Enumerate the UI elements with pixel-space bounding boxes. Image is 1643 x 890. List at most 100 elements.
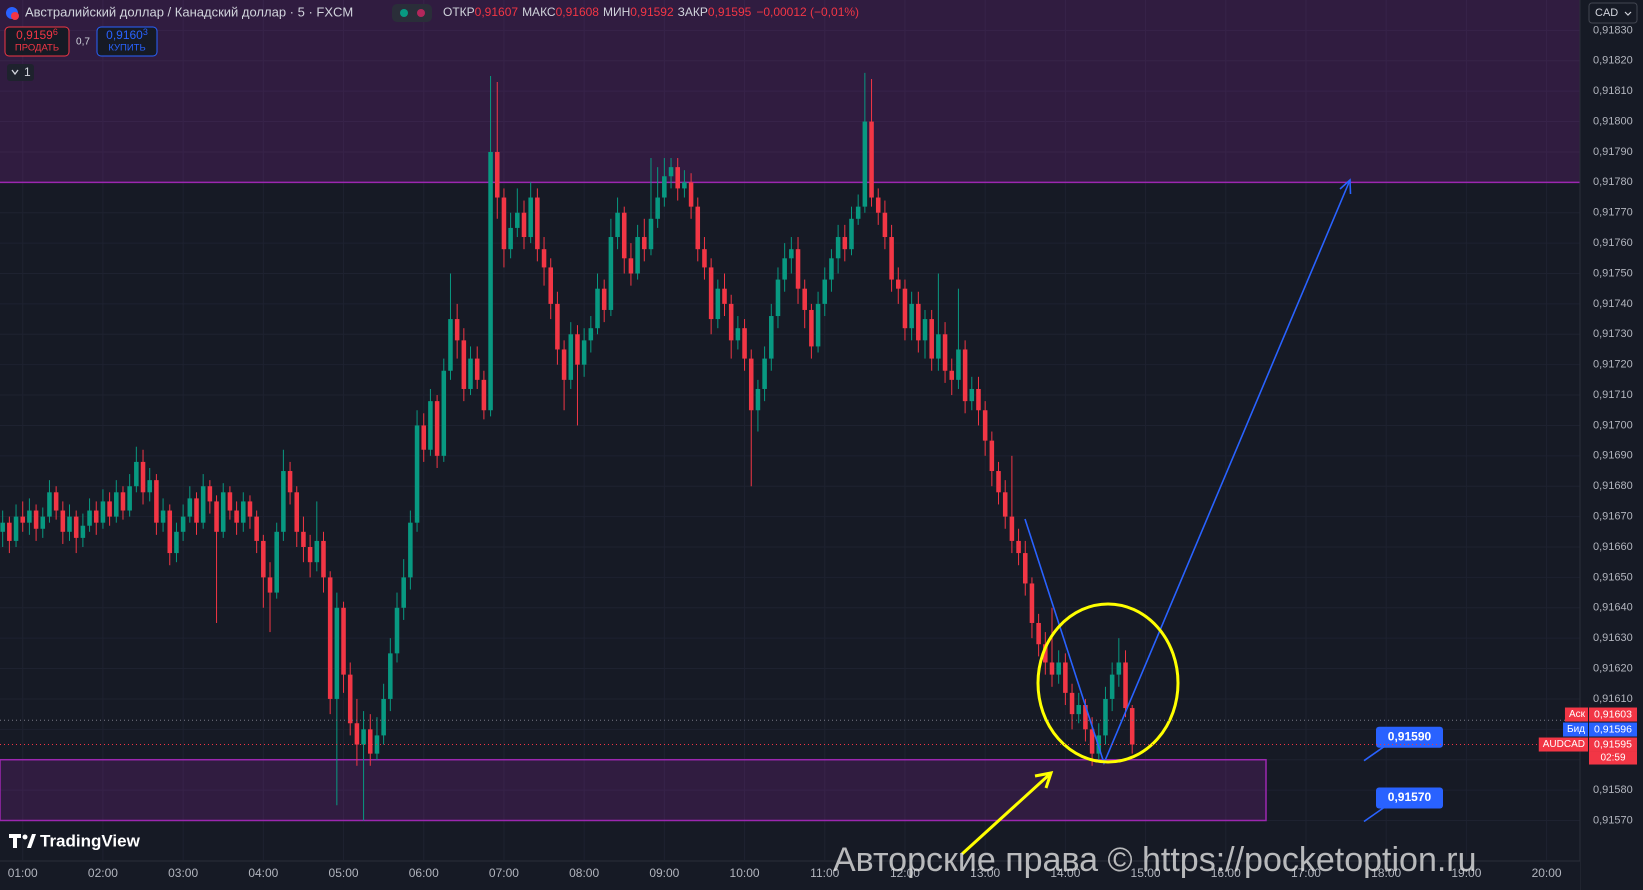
layers-chevron [11,69,19,76]
candle-body [494,151,500,198]
logo: TradingView [9,831,141,850]
candle-body [448,319,453,371]
candle-body [568,334,574,380]
candle-body [274,531,279,593]
candle-body [428,401,433,450]
candle-body [902,288,908,329]
currency-chevron [1624,11,1632,16]
candle-body [1076,705,1082,715]
x-tick-label: 07:00 [489,866,519,880]
candle-body [434,401,440,456]
buy-price-sup: 3 [143,27,148,37]
price-tag-name: Аск [1569,709,1586,720]
candle-body [782,258,787,280]
candle-body [662,176,667,198]
level-label: 0,91590 [1388,729,1432,743]
candle-body [1009,516,1015,541]
candle-body [1043,644,1048,663]
candle-body [742,328,747,359]
candle-body [47,492,52,517]
candle-body [829,258,834,280]
y-tick-label: 0,91740 [1593,298,1633,310]
candle-body [515,212,520,228]
y-tick-label: 0,91830 [1593,24,1633,36]
y-tick-label: 0,91710 [1593,389,1633,401]
symbol-icon-flag [11,12,19,20]
candle-body [474,358,480,380]
candle-body [367,729,373,754]
candle-body [241,501,246,523]
candle-body [134,461,139,487]
candle-body [862,121,868,207]
sell-button[interactable] [4,26,70,57]
price-tag-value: 0,91596 [1594,723,1632,735]
y-tick-label: 0,91690 [1593,450,1633,462]
candle-body [361,729,366,745]
candle-body [708,267,714,320]
candle-body [675,167,680,189]
resistance-zone [0,0,1580,183]
x-tick-label: 17:00 [1291,866,1321,880]
candle-body [695,206,701,250]
candle-body [441,370,447,456]
y-tick-label: 0,91810 [1593,85,1633,97]
y-tick-label: 0,91700 [1593,419,1633,431]
candle-body [0,522,5,532]
price-tag-value: 0,91595 [1594,738,1632,750]
buy-button[interactable] [96,26,158,57]
candle-body [401,577,406,608]
candle-body [147,480,152,493]
y-tick-label: 0,91720 [1593,359,1633,371]
buy-price-main: 0,9160 [106,28,143,42]
candle-body [194,498,199,523]
x-tick-label: 15:00 [1131,866,1161,880]
logo-slash [27,834,36,848]
currency: CAD [1595,7,1618,19]
candle-body [976,388,981,411]
price-tag-name: AUDCAD [1543,739,1585,750]
candle-body [154,480,159,523]
candle-body [875,197,881,213]
sell-price: 0,91596 [16,27,58,42]
candle-body [855,206,861,219]
price-tag-value-bg [1589,737,1637,752]
candle-body [795,249,801,289]
candle-body [200,486,206,523]
candle-body [1109,674,1115,699]
candle-body [889,237,894,280]
x-tick-label: 19:00 [1451,866,1481,880]
candle-body [982,410,988,441]
candle-body [922,319,928,341]
x-tick-label: 12:00 [890,866,920,880]
layers-toggle[interactable] [7,64,34,81]
buy-price: 0,91603 [106,27,148,42]
currency-button[interactable] [1588,2,1638,24]
price-tag-value-bg [1589,707,1637,722]
candle-body [408,522,413,578]
candle-body [347,674,353,724]
candle-body [815,303,821,347]
candle-body [1029,583,1035,623]
candle-body [996,471,1001,493]
ohlc-value: 0,91607 [475,5,519,19]
y-tick-label: 0,91610 [1593,693,1633,705]
candle-body [648,218,654,250]
candle-body [1002,492,1008,517]
candle-body [1022,553,1028,584]
sell-label: ПРОДАТЬ [15,43,59,54]
candle-body [488,151,493,411]
ohlc-label: ЗАКР [678,5,708,19]
status-pill[interactable] [392,4,432,22]
candle-body [1063,662,1068,693]
x-tick-label: 01:00 [8,866,38,880]
y-tick-label: 0,91640 [1593,602,1633,614]
highlight-circle [1036,602,1180,764]
price-tag-name: Бид [1567,724,1585,735]
candle-body [261,540,266,578]
candle-body [13,516,19,541]
candle-body [916,303,921,341]
candle-body [688,182,694,207]
candle-body [327,577,333,699]
candle-body [735,328,741,341]
candle-body [936,334,941,359]
